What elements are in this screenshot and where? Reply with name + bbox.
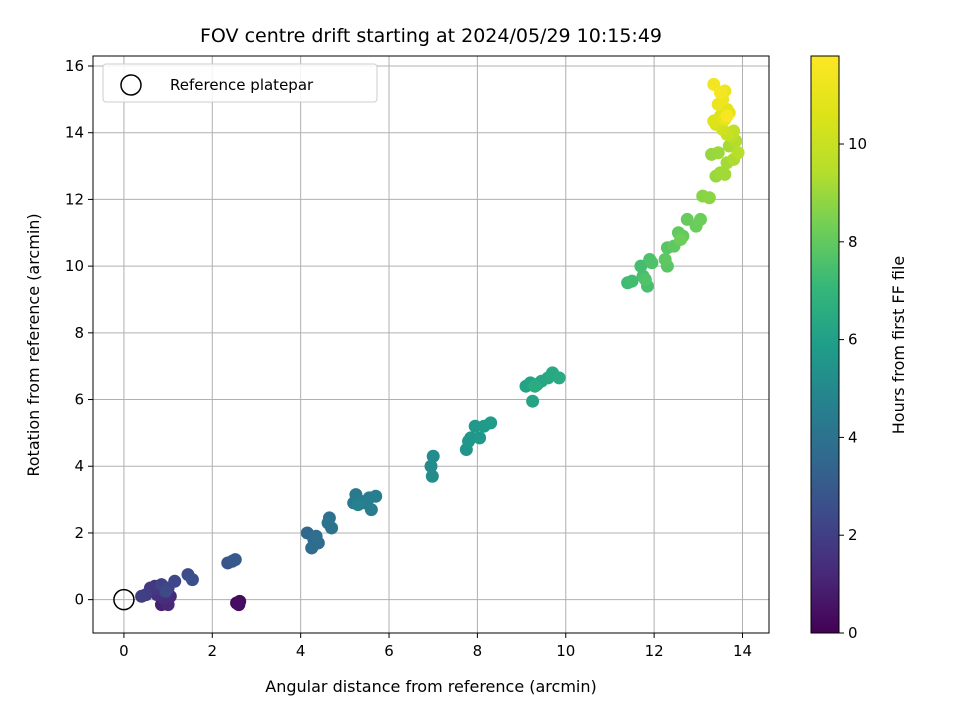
x-tick-label: 6 — [384, 642, 394, 660]
colorbar-label: Hours from first FF file — [889, 256, 908, 435]
x-axis-label: Angular distance from reference (arcmin) — [265, 677, 596, 696]
x-tick-label: 4 — [296, 642, 306, 660]
y-axis-label: Rotation from reference (arcmin) — [24, 213, 43, 476]
data-point — [484, 416, 498, 430]
y-tick-label: 2 — [74, 524, 84, 542]
y-tick-label: 12 — [65, 190, 84, 208]
legend-box — [102, 63, 378, 103]
colorbar-tick-label: 4 — [848, 428, 858, 446]
data-point — [526, 394, 540, 408]
data-point — [674, 232, 688, 246]
y-tick-label: 6 — [74, 391, 84, 409]
colorbar-gradient — [810, 55, 840, 634]
data-point — [424, 459, 438, 473]
data-point — [351, 498, 365, 512]
data-point — [426, 449, 440, 463]
x-tick-label: 14 — [733, 642, 752, 660]
data-point — [425, 469, 439, 483]
data-point — [305, 541, 319, 555]
y-tick-label: 10 — [65, 257, 84, 275]
x-tick-label: 8 — [473, 642, 483, 660]
legend-entry: Reference platepar — [170, 76, 314, 94]
x-ticks: 0 2 4 6 8 10 12 14 — [119, 633, 752, 660]
data-point — [369, 489, 383, 503]
plot-frame — [92, 55, 770, 634]
y-tick-label: 8 — [74, 324, 84, 342]
data-point — [634, 259, 648, 273]
colorbar-tick-label: 8 — [848, 233, 858, 251]
y-tick-label: 14 — [65, 124, 84, 142]
data-point — [135, 589, 149, 603]
data-point — [718, 167, 732, 181]
colorbar: 0 2 4 6 8 10 Hours from first FF file — [810, 55, 908, 642]
colorbar-tick-label: 0 — [848, 624, 858, 642]
y-tick-label: 4 — [74, 457, 84, 475]
chart-title: FOV centre drift starting at 2024/05/29 … — [200, 25, 662, 47]
data-point — [228, 553, 242, 567]
data-point — [731, 146, 745, 160]
data-point — [473, 431, 487, 445]
colorbar-tick-label: 2 — [848, 526, 858, 544]
reference-point — [113, 588, 135, 611]
data-point — [720, 109, 734, 123]
data-point — [185, 573, 199, 587]
x-tick-label: 12 — [645, 642, 664, 660]
y-tick-label: 0 — [74, 591, 84, 609]
colorbar-tick-label: 10 — [848, 135, 867, 153]
data-point — [711, 146, 725, 160]
reference-marker — [113, 588, 135, 611]
data-point — [713, 86, 727, 100]
data-point — [159, 584, 173, 598]
colorbar-tick-label: 6 — [848, 331, 858, 349]
data-point — [168, 574, 182, 588]
data-point — [645, 256, 659, 270]
data-point — [364, 503, 378, 517]
y-tick-label: 16 — [65, 57, 84, 75]
data-point — [702, 191, 716, 205]
data-point — [658, 252, 672, 266]
legend-marker — [120, 74, 142, 96]
x-tick-label: 10 — [556, 642, 575, 660]
data-point — [638, 272, 652, 286]
y-ticks: 0 2 4 6 8 10 12 14 16 — [65, 57, 93, 609]
colorbar-ticks: 0 2 4 6 8 10 — [839, 135, 867, 642]
data-point — [321, 516, 335, 530]
scatter-points — [135, 77, 745, 612]
data-point — [552, 371, 566, 385]
x-tick-label: 2 — [208, 642, 218, 660]
data-point — [231, 597, 245, 611]
data-point — [694, 212, 708, 226]
grid — [93, 56, 769, 633]
data-point — [680, 212, 694, 226]
legend: Reference platepar — [102, 63, 378, 103]
data-point — [625, 274, 639, 288]
data-point — [309, 529, 323, 543]
x-tick-label: 0 — [119, 642, 129, 660]
data-point — [528, 379, 542, 393]
